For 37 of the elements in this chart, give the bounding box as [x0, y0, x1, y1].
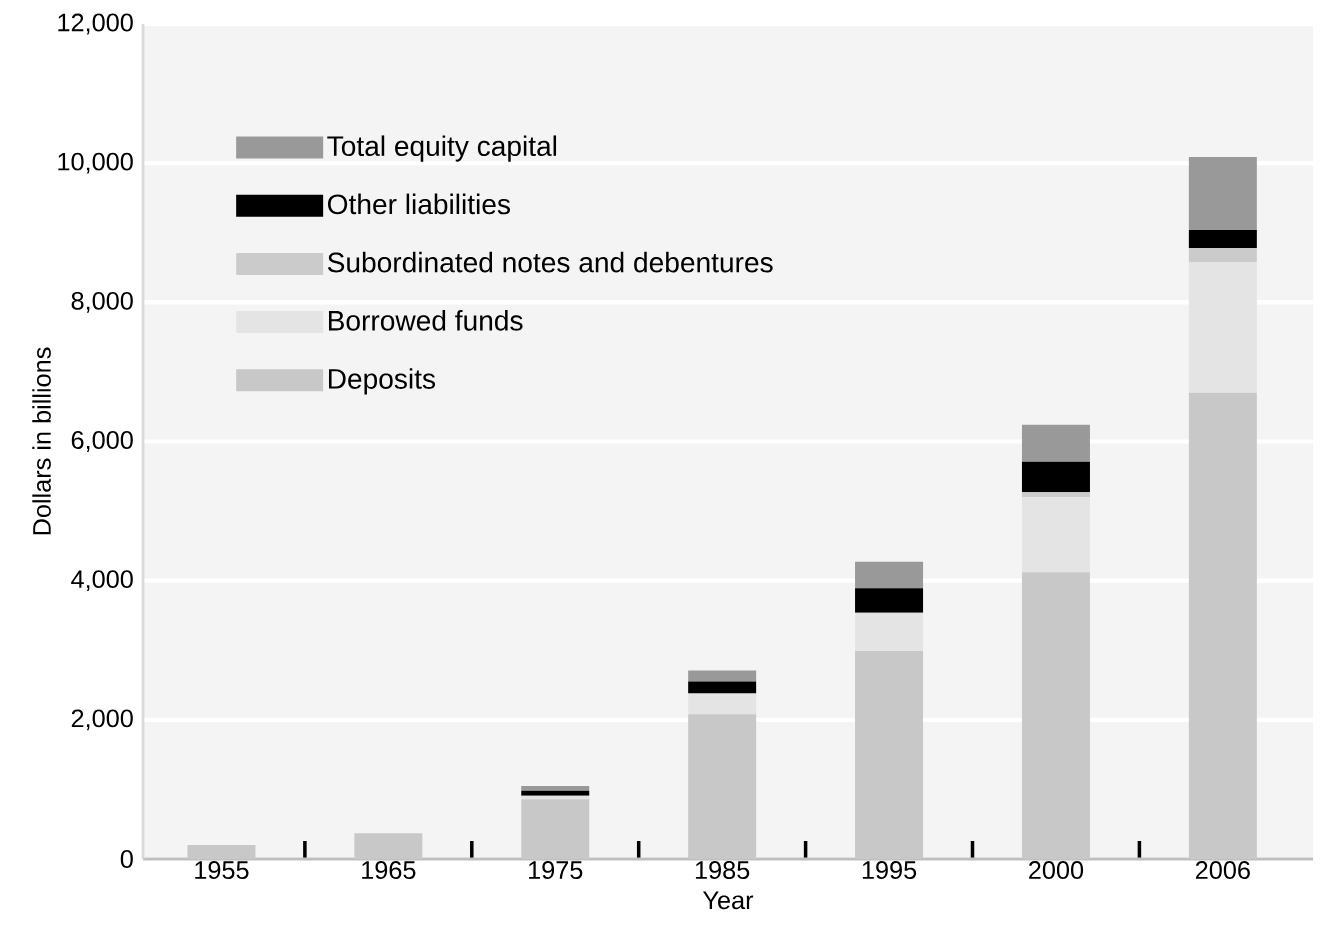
- y-tick-label: 10,000: [58, 152, 133, 174]
- bar: [521, 785, 590, 791]
- bar: [688, 693, 757, 715]
- x-tick-label: 1975: [529, 861, 583, 879]
- y-tick-label: 8,000: [71, 291, 133, 313]
- bar: [1021, 492, 1090, 498]
- bar: [1021, 424, 1090, 462]
- y-tick-label: 2,000: [71, 709, 133, 731]
- legend-label: Total equity capital: [327, 135, 557, 162]
- bar: [1188, 229, 1257, 249]
- x-tick-label: 1985: [695, 861, 750, 879]
- bar: [1188, 156, 1257, 230]
- x-tick-label: 1995: [862, 861, 917, 879]
- legend-label: Other liabilities: [327, 193, 510, 215]
- x-axis-title: Year: [702, 891, 754, 910]
- bar: [855, 612, 924, 651]
- bar: [855, 561, 924, 589]
- x-tick-label: 2000: [1029, 861, 1084, 879]
- legend-label: Borrowed funds: [328, 310, 523, 331]
- bar: [1188, 248, 1257, 262]
- bar: [521, 790, 590, 796]
- x-tick-label: 1955: [195, 861, 249, 879]
- y-tick-label: 12,000: [58, 13, 133, 35]
- x-tick-label: 2006: [1195, 861, 1250, 879]
- legend-label: Subordinated notes and debentures: [327, 251, 773, 273]
- bar: [1021, 497, 1090, 573]
- y-tick-label: 0: [120, 850, 133, 868]
- y-axis-title: Dollars in billions: [32, 347, 51, 535]
- bar: [688, 681, 757, 694]
- y-tick-label: 4,000: [71, 570, 133, 592]
- bar: [1188, 261, 1257, 393]
- bar: [688, 670, 757, 682]
- bar: [1021, 461, 1090, 493]
- y-tick-label: 6,000: [71, 431, 133, 452]
- bar: [855, 588, 924, 613]
- x-tick-label: 1965: [362, 861, 416, 879]
- legend-label: Deposits: [328, 368, 436, 395]
